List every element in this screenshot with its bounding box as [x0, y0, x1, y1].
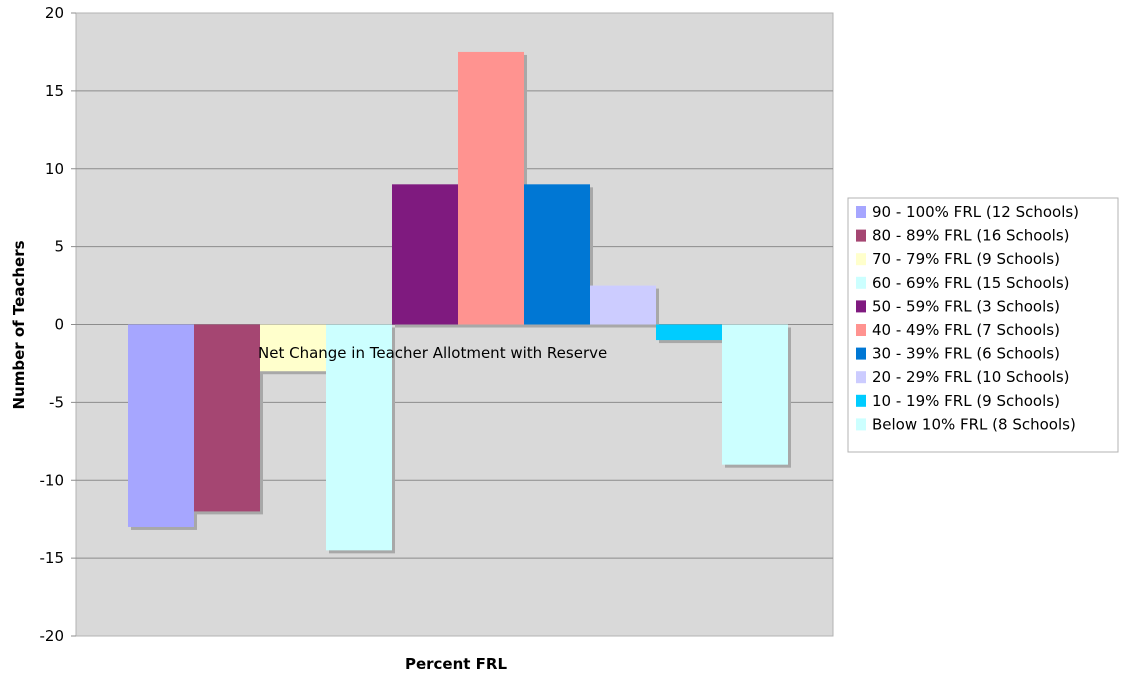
bar: [128, 324, 194, 527]
y-tick-label: -15: [40, 549, 65, 567]
legend-swatch: [856, 253, 866, 266]
legend-swatch: [856, 276, 866, 289]
legend-swatch: [856, 394, 866, 407]
bar: [326, 324, 392, 551]
legend-label: 10 - 19% FRL (9 Schools): [872, 392, 1060, 410]
legend-items: 90 - 100% FRL (12 Schools) 80 - 89% FRL (…: [856, 203, 1079, 433]
bar: [524, 184, 590, 325]
y-tick-label: 10: [45, 160, 64, 178]
legend-swatch: [856, 206, 866, 218]
legend-swatch: [856, 371, 866, 384]
legend-label: 70 - 79% FRL (9 Schools): [872, 250, 1060, 268]
legend-box: [847, 197, 1119, 453]
y-tick-label: -20: [40, 627, 65, 645]
legend-label: 40 - 49% FRL (7 Schools): [872, 321, 1060, 339]
legend-swatch: [856, 300, 866, 313]
y-tick-label: 5: [54, 238, 64, 256]
y-tick-label: -10: [40, 471, 65, 489]
bar: [458, 51, 524, 325]
legend-label: 60 - 69% FRL (15 Schools): [872, 274, 1070, 292]
legend-label: 50 - 59% FRL (3 Schools): [872, 297, 1060, 315]
bar: [260, 324, 326, 372]
bars: [128, 51, 791, 554]
bar: [392, 184, 458, 325]
bar: [722, 324, 788, 465]
y-axis-ticks: 20 15 10 5 0 -5 -10 -15 -20: [40, 4, 65, 645]
legend: 90 - 100% FRL (12 Schools) 80 - 89% FRL (…: [847, 197, 1119, 453]
legend-label: 90 - 100% FRL (12 Schools): [872, 203, 1079, 221]
y-axis-title: Number of Teachers: [10, 240, 28, 409]
x-axis-title: Percent FRL: [405, 655, 507, 673]
bar: [656, 324, 722, 341]
legend-swatch: [856, 324, 866, 336]
y-tick-label: 20: [45, 4, 64, 22]
legend-label: 80 - 89% FRL (16 Schools): [872, 227, 1070, 245]
legend-swatch: [856, 229, 866, 242]
bar: [194, 324, 260, 512]
legend-swatch: [856, 347, 866, 360]
legend-label: 20 - 29% FRL (10 Schools): [872, 368, 1070, 386]
bar: [590, 285, 656, 325]
legend-label: 30 - 39% FRL (6 Schools): [872, 345, 1060, 363]
y-tick-label: 15: [45, 82, 64, 100]
legend-swatch: [856, 418, 866, 431]
y-tick-label: 0: [54, 316, 64, 334]
y-tick-label: -5: [49, 393, 64, 411]
chart-title: Net Change in Teacher Allotment with Res…: [258, 344, 607, 362]
legend-label: Below 10% FRL (8 Schools): [872, 415, 1076, 433]
